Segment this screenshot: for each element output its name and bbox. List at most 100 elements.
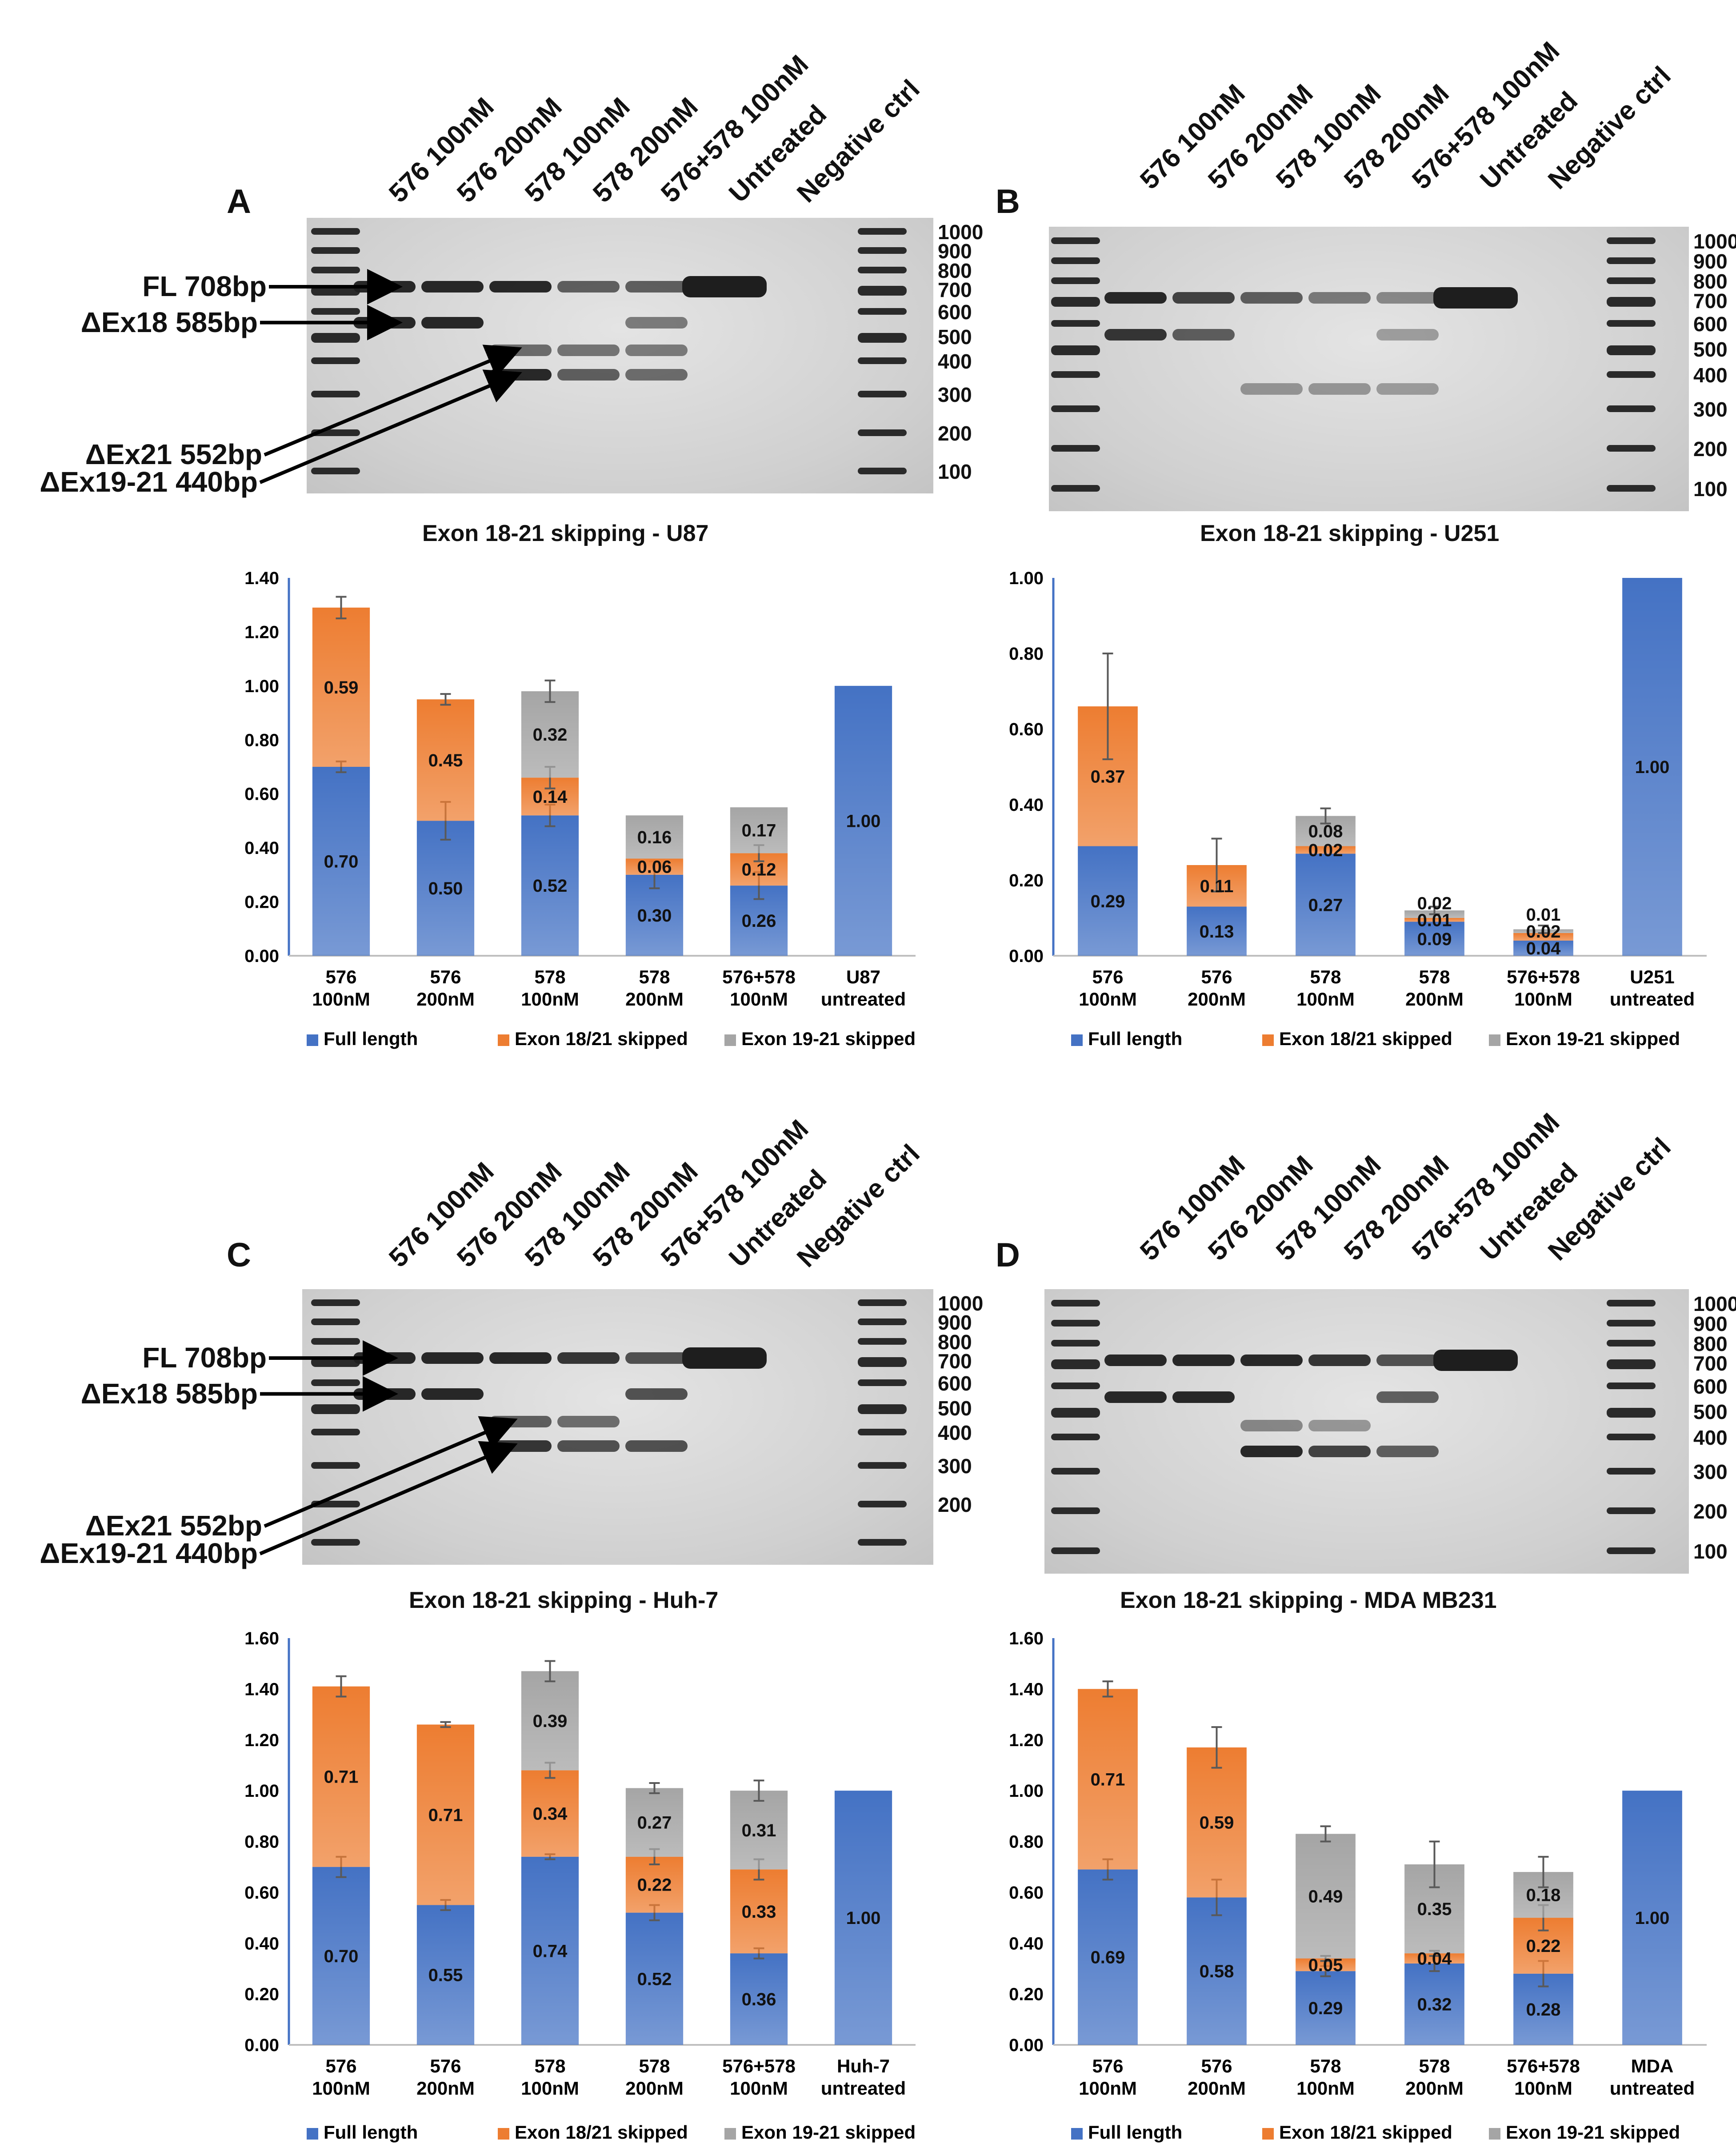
data-label: 0.02 xyxy=(1308,841,1343,860)
category-label: 100nM xyxy=(1514,989,1572,1010)
gel-band xyxy=(489,1440,552,1452)
bar-full-length xyxy=(1404,922,1464,956)
ladder-band xyxy=(1607,1339,1656,1346)
gel-band xyxy=(557,344,620,356)
data-label: 0.29 xyxy=(1091,892,1125,911)
ladder-size-label: 500 xyxy=(938,1396,972,1420)
data-label: 0.59 xyxy=(324,678,359,697)
y-tick-label: 0.20 xyxy=(1009,871,1044,890)
data-label: 0.26 xyxy=(742,911,776,931)
bar-full-length xyxy=(1404,1964,1464,2045)
chart-D: 0.00 0.20 0.40 0.60 0.80 1.00 1.20 1.40 1.60 0.69… xyxy=(1009,1629,1707,2143)
category-label: 578 xyxy=(534,2056,565,2076)
gel-band xyxy=(1308,1420,1371,1432)
bar-full-length xyxy=(730,1953,788,2045)
ladder-band xyxy=(1051,405,1100,412)
ladder-size-label: 700 xyxy=(938,278,972,302)
category-label: 100nM xyxy=(521,2078,579,2099)
ladder-size-label: 300 xyxy=(938,383,972,406)
bar-full-length xyxy=(1078,1869,1138,2045)
y-tick-label: 0.60 xyxy=(244,1883,279,1903)
ladder-size-label: 1000 xyxy=(1693,230,1736,253)
gel-band xyxy=(1172,329,1235,341)
gel-band xyxy=(1104,1391,1167,1403)
gel-band xyxy=(1240,1420,1303,1432)
gel-band xyxy=(1172,292,1235,304)
ladder-band xyxy=(1051,1547,1100,1554)
ladder-band xyxy=(311,1299,360,1306)
gel-band xyxy=(489,281,552,293)
bar-full-length xyxy=(1296,854,1356,956)
bar-exon-18-21-skipped xyxy=(625,1856,684,1913)
ladder-size-label: 100 xyxy=(938,460,972,484)
bar-full-length xyxy=(312,1867,370,2045)
y-tick-label: 1.40 xyxy=(244,569,279,588)
bar-full-length xyxy=(625,1912,684,2045)
gel-band xyxy=(1240,383,1303,395)
gel-band xyxy=(1376,383,1439,395)
y-tick-label: 0.40 xyxy=(1009,1934,1044,1953)
ladder-band xyxy=(311,247,360,254)
bar-exon-18-21-skipped xyxy=(1404,918,1464,922)
ladder-size-label: 400 xyxy=(1693,363,1728,387)
gel-band xyxy=(1376,1445,1439,1457)
gel-band xyxy=(625,281,688,293)
data-label: 0.12 xyxy=(742,860,776,880)
ladder-band xyxy=(858,1379,907,1386)
y-tick-label: 0.80 xyxy=(244,730,279,750)
ladder-band xyxy=(1051,1382,1100,1389)
bar-full-length xyxy=(312,767,370,956)
y-tick-label: 0.80 xyxy=(244,1832,279,1852)
gel-band xyxy=(557,1415,620,1427)
gel-band xyxy=(1240,1445,1303,1457)
ladder-size-label: 200 xyxy=(938,421,972,445)
ladder-band xyxy=(311,1338,360,1345)
ladder-band xyxy=(1051,1359,1100,1370)
legend-label: Exon 18/21 skipped xyxy=(1279,1028,1452,1049)
ladder-band xyxy=(858,1429,907,1436)
category-label: 100nM xyxy=(312,989,370,1010)
ladder-band xyxy=(311,1357,360,1367)
ladder-band xyxy=(1607,277,1656,284)
ladder-band xyxy=(1051,237,1100,244)
legend-swatch xyxy=(307,2128,318,2140)
gel-band xyxy=(489,369,552,381)
gel-band xyxy=(353,1388,416,1400)
data-label: 0.31 xyxy=(742,1821,776,1840)
data-label: 0.22 xyxy=(1526,1936,1561,1956)
bar-exon-18-21-skipped xyxy=(1404,1953,1464,1964)
ladder-size-label: 1000 xyxy=(938,220,984,244)
gel-band xyxy=(625,369,688,381)
ladder-size-label: 800 xyxy=(1693,269,1728,293)
category-label: 576 xyxy=(1092,2056,1123,2076)
ladder-band xyxy=(1607,1319,1656,1326)
gel-band xyxy=(1376,1355,1439,1366)
ladder-band xyxy=(1607,1382,1656,1389)
ladder-band xyxy=(858,468,907,475)
band-label: ΔEx19-21 440bp xyxy=(40,466,258,498)
data-label: 0.04 xyxy=(1526,939,1561,958)
category-label: 576+578 xyxy=(1507,966,1580,987)
data-label: 0.02 xyxy=(1526,922,1561,942)
ladder-band xyxy=(858,1357,907,1367)
gel-band xyxy=(625,1440,688,1452)
gel-caption-B: Exon 18-21 skipping - U251 xyxy=(1200,521,1500,546)
legend-swatch xyxy=(1262,1034,1274,1046)
data-label: 0.70 xyxy=(324,1947,359,1966)
gel-band xyxy=(682,1347,767,1369)
ladder-band xyxy=(1607,320,1656,327)
data-label: 0.74 xyxy=(533,1941,568,1961)
category-label: 578 xyxy=(1310,2056,1341,2076)
ladder-band xyxy=(311,1379,360,1386)
legend-swatch xyxy=(724,1034,736,1046)
ladder-size-label: 900 xyxy=(938,240,972,263)
data-label: 0.18 xyxy=(1526,1886,1561,1905)
legend-label: Full length xyxy=(1088,2122,1182,2143)
y-tick-label: 0.00 xyxy=(1009,2036,1044,2055)
ladder-band xyxy=(1051,1408,1100,1418)
ladder-band xyxy=(311,468,360,475)
legend-swatch xyxy=(498,2128,509,2140)
data-label: 0.01 xyxy=(1526,905,1561,925)
category-label: untreated xyxy=(1610,2078,1695,2099)
ladder-band xyxy=(1607,257,1656,264)
